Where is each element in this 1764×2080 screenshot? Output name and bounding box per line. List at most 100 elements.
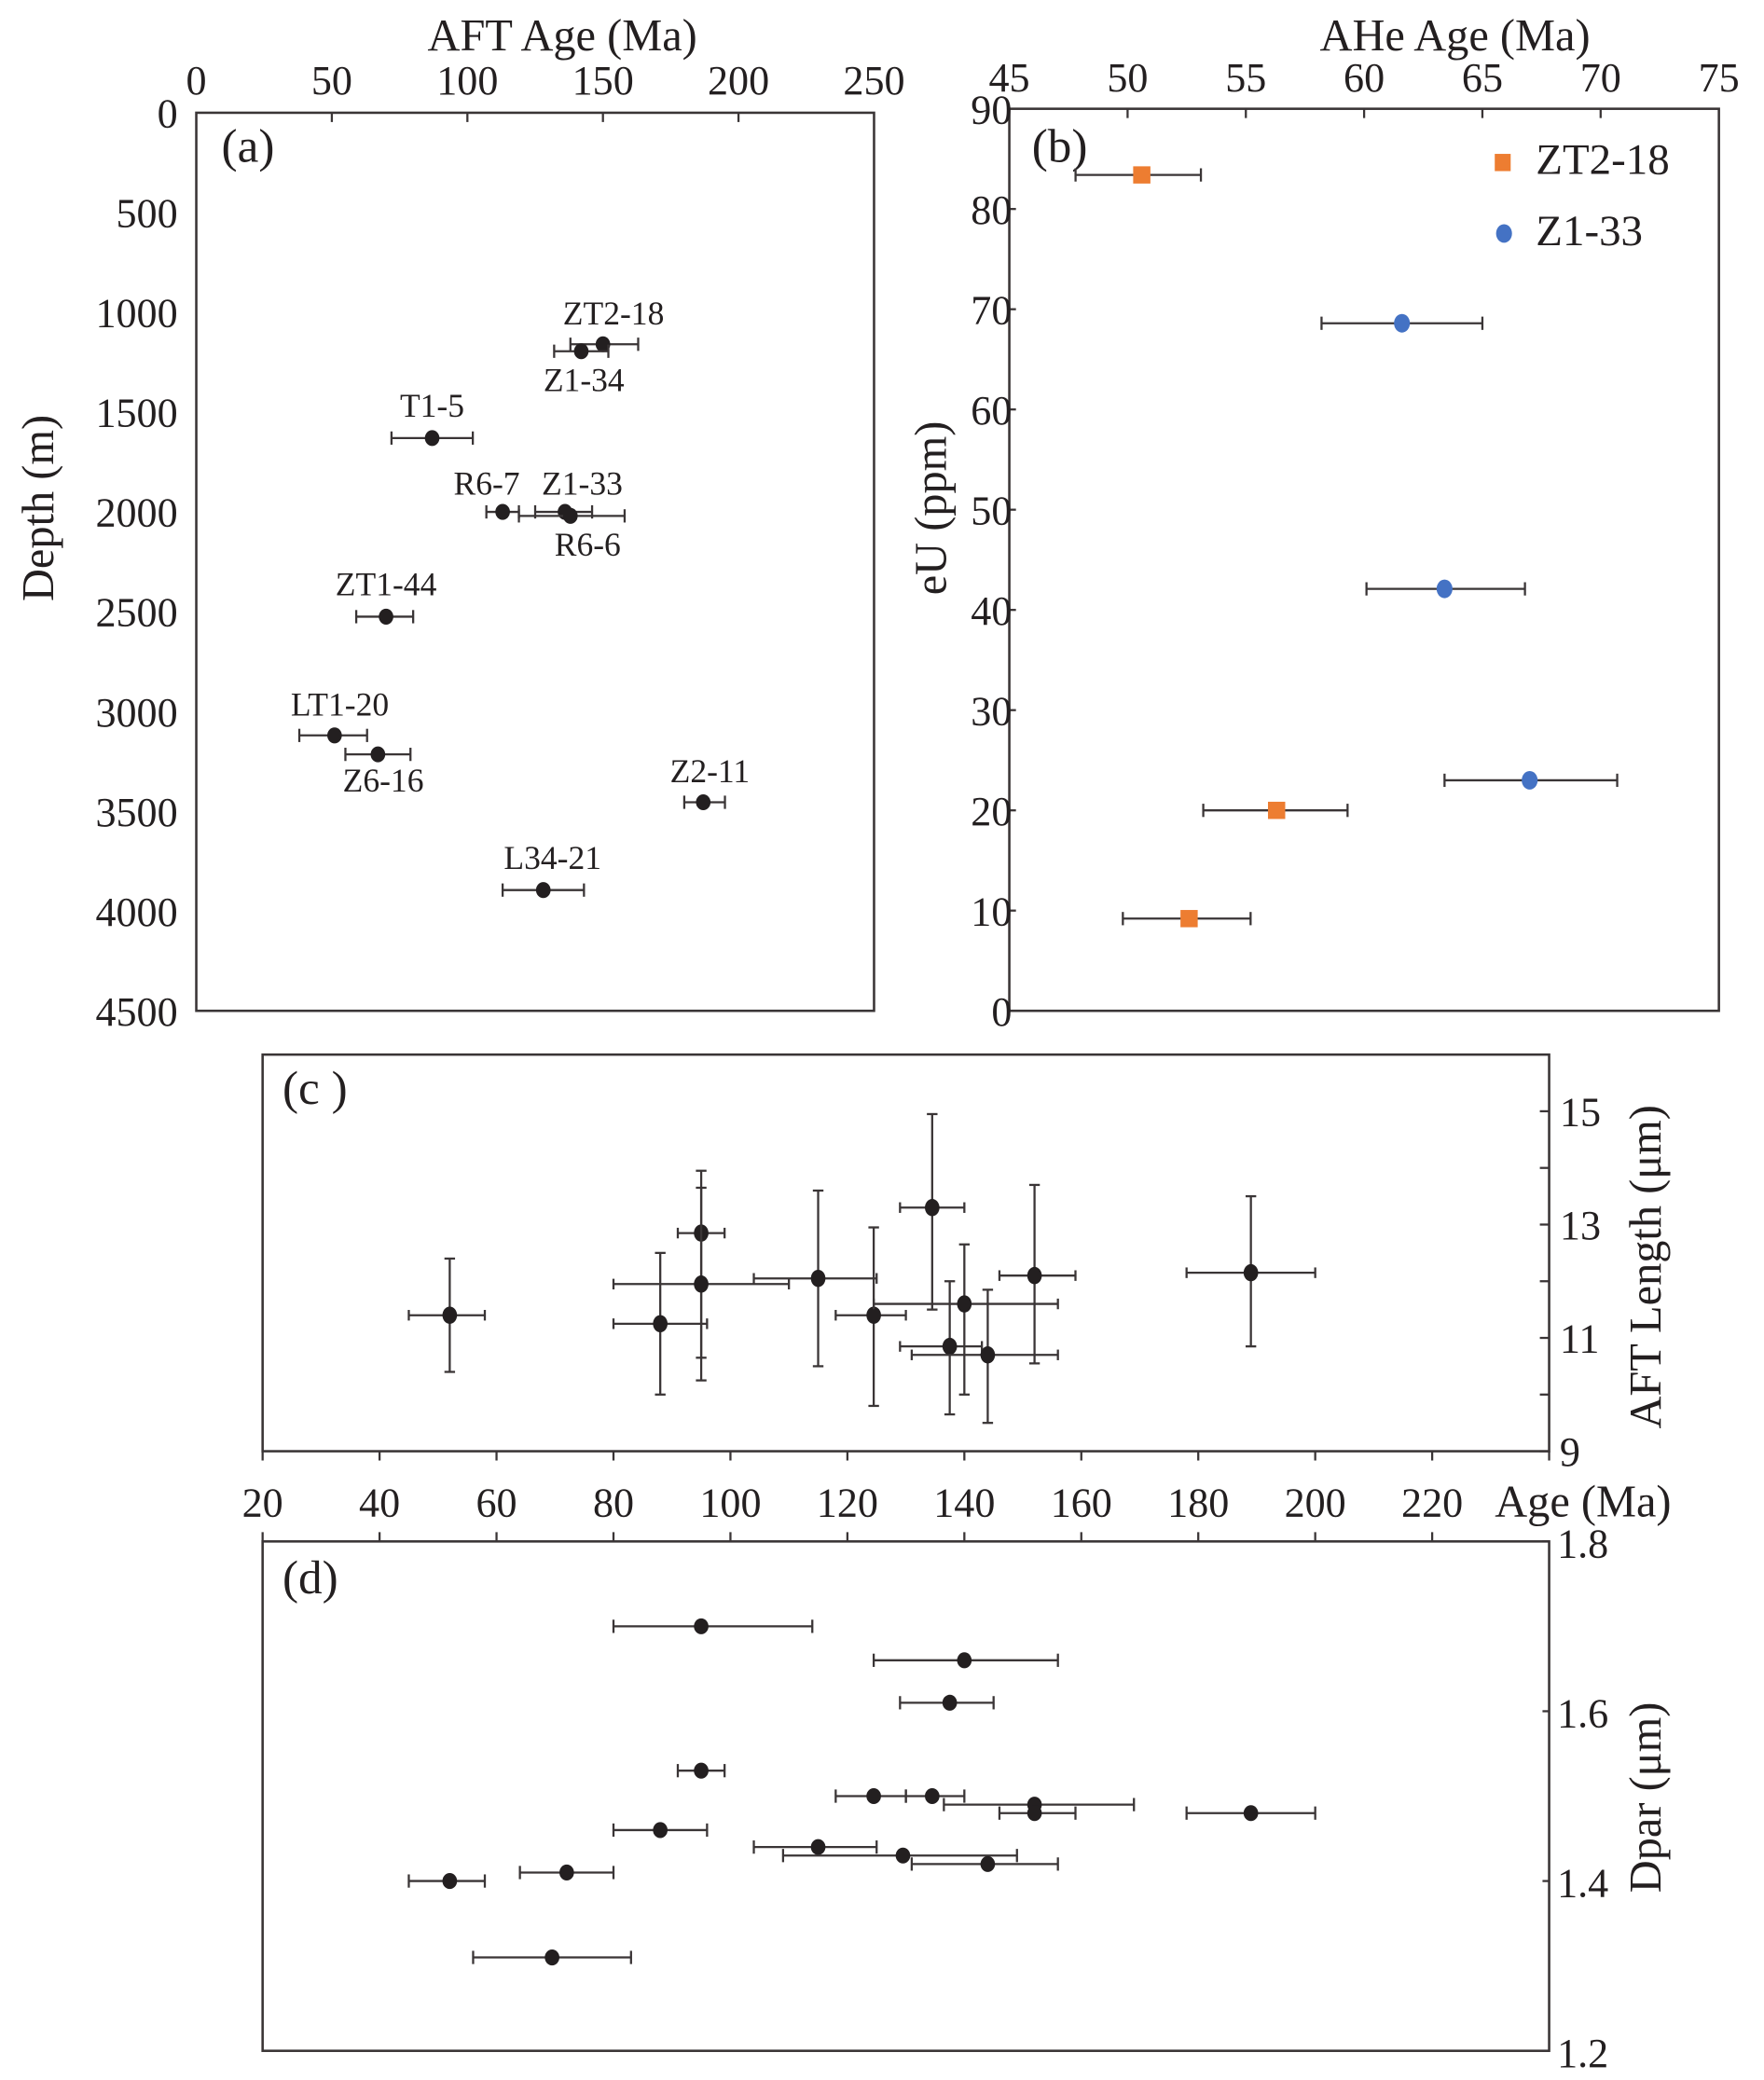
panel-b-x-tick-label: 60 xyxy=(1344,55,1385,101)
panel-d-marker xyxy=(866,1787,881,1805)
panel-c-age-length: (c ) Age (Ma) AFT Length (μm) 20 40 60 80 10… xyxy=(242,1053,1672,1526)
panel-a-age-depth: (a) AFT Age (Ma) Depth (m) 0 50 100 150 200 2… xyxy=(14,11,905,1035)
panel-d-marker xyxy=(957,1652,972,1669)
panel-a-marker xyxy=(595,336,611,352)
panel-a-marker xyxy=(696,793,711,811)
panel-b-x-tick-label: 70 xyxy=(1580,55,1621,101)
panel-d-marker xyxy=(925,1787,940,1805)
panel-d-point xyxy=(998,1805,1077,1822)
panel-d-point xyxy=(472,1949,632,1966)
panel-d-marker xyxy=(980,1855,996,1872)
panel-b-square-marker xyxy=(1180,910,1198,928)
panel-a-point: R6-6 xyxy=(517,507,627,563)
panel-a-x-tick-label: 200 xyxy=(708,58,769,103)
panel-a-point: Z2-11 xyxy=(670,752,751,811)
panel-a-y-tick-label: 1000 xyxy=(95,291,177,337)
panel-d-point xyxy=(518,1864,615,1881)
panel-b-ahe-eu: (b) AHe Age (Ma) eU (ppm) 45 50 55 60 65 70 75… xyxy=(906,11,1739,1035)
panel-a-marker xyxy=(379,608,393,625)
panel-d-age-dpar: (d) Dpar (μm) 1.2 1.4 1.6 1.8 xyxy=(261,1521,1671,2076)
panel-d-marker xyxy=(694,1762,709,1779)
panel-b-y-tick-label: 70 xyxy=(971,287,1012,333)
panel-c-x-tick-label: 20 xyxy=(242,1480,283,1525)
panel-c-y-tick-label: 11 xyxy=(1560,1316,1599,1362)
legend-label-zt2-18: ZT2-18 xyxy=(1536,135,1669,184)
panel-b-y-tick-label: 50 xyxy=(971,488,1012,533)
panel-c-marker xyxy=(925,1198,940,1217)
panel-c-point xyxy=(834,1226,907,1408)
panel-a-y-tick-label: 2000 xyxy=(95,490,177,536)
panel-d-marker xyxy=(694,1618,709,1634)
panel-d-point xyxy=(407,1873,487,1890)
panel-a-point: R6-7 xyxy=(453,465,520,520)
panel-b-x-tick-label: 55 xyxy=(1225,55,1266,101)
panel-c-point xyxy=(899,1280,984,1416)
panel-c-y-axis-title: AFT Length (μm) xyxy=(1621,1105,1671,1428)
legend-label-z1-33: Z1-33 xyxy=(1536,207,1643,255)
panel-a-sample-label: L34-21 xyxy=(503,839,601,876)
panel-b-circle-marker xyxy=(1522,770,1538,790)
panel-a-point: ZT1-44 xyxy=(336,566,437,625)
panel-a-x-tick-label: 250 xyxy=(843,58,904,103)
panel-a-sample-label: Z1-34 xyxy=(544,361,625,398)
panel-b-y-tick-label: 90 xyxy=(971,87,1012,132)
panel-a-frame xyxy=(195,111,875,1012)
panel-a-x-tick-label: 100 xyxy=(436,58,498,103)
panel-c-x-tick-label: 220 xyxy=(1401,1480,1463,1525)
panel-c-marker xyxy=(866,1306,881,1324)
panel-c-marker xyxy=(653,1315,668,1333)
panel-a-point: LT1-20 xyxy=(291,685,389,744)
panel-d-label: (d) xyxy=(283,1551,338,1605)
panel-b-point xyxy=(1365,579,1526,599)
panel-a-point: Z1-33 xyxy=(533,465,623,520)
panel-a-point: Z6-16 xyxy=(343,746,423,799)
panel-b-y-tick-label: 60 xyxy=(971,388,1012,434)
panel-c-marker xyxy=(1243,1263,1259,1282)
panel-c-y-tick-label: 9 xyxy=(1560,1429,1580,1475)
panel-a-sample-label: ZT2-18 xyxy=(563,295,665,332)
panel-b-label: (b) xyxy=(1032,120,1088,173)
panel-b-point xyxy=(1320,313,1484,333)
panel-d-point xyxy=(676,1762,726,1779)
panel-c-x-tick-label: 80 xyxy=(593,1480,634,1525)
panel-d-point xyxy=(899,1694,995,1711)
panel-a-x-tick-label: 0 xyxy=(186,58,207,103)
panel-d-point xyxy=(834,1787,907,1805)
panel-c-point xyxy=(1185,1194,1316,1348)
panel-d-marker xyxy=(895,1847,911,1864)
panel-a-x-axis-title: AFT Age (Ma) xyxy=(428,11,697,61)
panel-c-x-tick-label: 120 xyxy=(817,1480,878,1525)
panel-b-y-tick-label: 0 xyxy=(991,989,1012,1035)
panel-c-point xyxy=(899,1112,966,1311)
panel-a-sample-label: ZT1-44 xyxy=(336,566,437,603)
panel-b-point xyxy=(1443,770,1619,790)
panel-a-x-tick-label: 150 xyxy=(572,58,634,103)
panel-b-point xyxy=(1074,166,1203,184)
panel-d-frame xyxy=(261,1540,1550,2052)
panel-b-y-tick-label: 40 xyxy=(971,588,1012,634)
panel-a-marker xyxy=(535,882,551,899)
panel-d-point xyxy=(904,1787,966,1805)
panel-c-x-tick-label: 100 xyxy=(699,1480,761,1525)
panel-a-y-tick-label: 500 xyxy=(116,191,177,237)
panel-c-x-tick-label: 140 xyxy=(933,1480,995,1525)
panel-b-y-tick-label: 30 xyxy=(971,688,1012,734)
panel-b-point xyxy=(1122,910,1252,928)
panel-b-x-tick-label: 75 xyxy=(1699,55,1740,101)
panel-a-sample-label: Z2-11 xyxy=(670,752,751,790)
panel-a-point: ZT2-18 xyxy=(563,295,665,352)
panel-a-marker xyxy=(370,746,386,763)
panel-d-point xyxy=(612,1822,709,1839)
panel-a-label: (a) xyxy=(222,120,275,173)
panel-a-marker xyxy=(327,727,342,744)
panel-a-y-tick-label: 0 xyxy=(158,91,178,137)
panel-b-legend: ZT2-18 Z1-33 xyxy=(1495,135,1670,255)
panel-a-point: L34-21 xyxy=(501,839,601,899)
panel-a-marker xyxy=(562,507,578,524)
panel-b-y-tick-label: 80 xyxy=(971,187,1012,233)
panel-b-x-axis-title: AHe Age (Ma) xyxy=(1320,11,1591,61)
panel-a-sample-label: T1-5 xyxy=(400,387,464,424)
panel-b-square-marker xyxy=(1133,166,1151,184)
panel-d-marker xyxy=(810,1839,826,1855)
panel-b-circle-marker xyxy=(1436,579,1453,599)
